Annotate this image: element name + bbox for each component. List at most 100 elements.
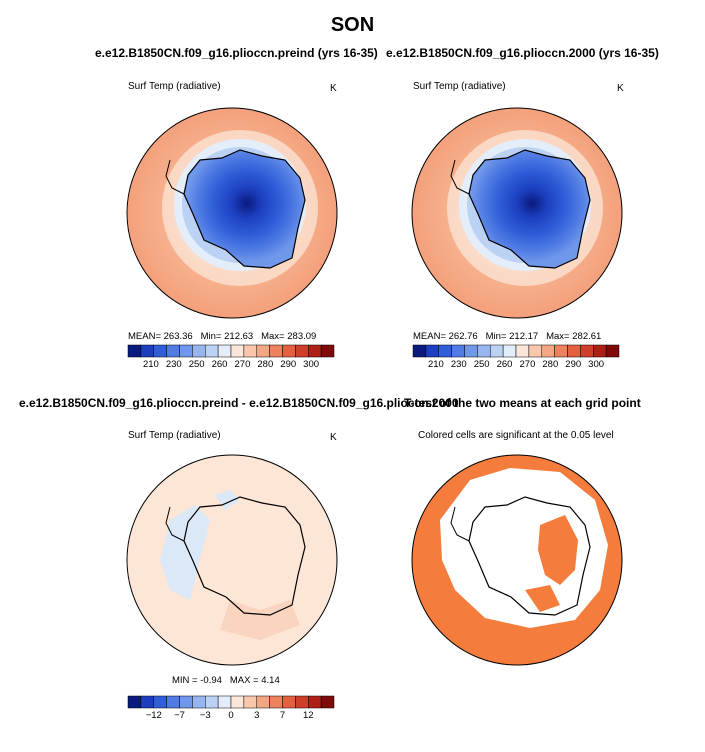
colorbar-tick-label: 280 [542,359,559,370]
max-label: MAX = [229,675,259,686]
colorbar-tick-label: −3 [199,710,211,721]
panel2-colorbar [412,344,620,358]
colorbar-tick-label: 260 [496,359,513,370]
colorbar-cell [256,344,270,358]
panel2-units: K [617,83,624,94]
min-value: -0.94 [200,675,222,686]
panel3-units: K [330,432,337,443]
mean-value: 262.76 [448,331,478,342]
panel2-map-border [411,107,623,319]
colorbar-cell [580,344,594,358]
colorbar-cell [502,344,517,358]
colorbar-tick-label: 280 [257,359,274,370]
colorbar-cell [243,344,257,358]
colorbar-cell [451,344,465,358]
min-label: Min= [485,331,507,342]
max-value: 282.61 [572,331,602,342]
colorbar-tick-label: 290 [280,359,297,370]
colorbar-cell [230,695,245,709]
colorbar-tick-label: 3 [254,710,260,721]
colorbar-cell [140,695,154,709]
colorbar-cell [320,695,335,709]
colorbar-tick-label: 210 [142,359,159,370]
colorbar-cell [205,695,219,709]
colorbar-tick-label: 210 [427,359,444,370]
colorbar-cell [605,344,620,358]
colorbar-cell [217,695,232,709]
mean-label: MEAN= [413,331,446,342]
panel1-colorbar [127,344,335,358]
min-label: MIN = [172,675,198,686]
colorbar-cell [205,344,219,358]
colorbar-cell [490,344,504,358]
panel1-units: K [330,83,337,94]
min-value: 212.17 [509,331,539,342]
panel4-map [412,455,622,665]
colorbar-cell [127,695,142,709]
colorbar-tick-label: 12 [302,710,314,721]
colorbar-cell [567,344,581,358]
min-label: Min= [200,331,222,342]
colorbar-cell [477,344,491,358]
colorbar-cell [153,344,167,358]
colorbar-cell [140,344,154,358]
panel3-map-border [126,454,338,666]
colorbar-cell [438,344,452,358]
colorbar-cell [230,344,245,358]
colorbar-cell [192,344,206,358]
colorbar-tick-label: 7 [279,710,286,721]
colorbar-tick-label: 260 [211,359,228,370]
colorbar-tick-label: 270 [519,359,536,370]
colorbar-tick-label: 290 [565,359,582,370]
colorbar-cell [166,344,180,358]
colorbar-cell [515,344,530,358]
colorbar-cell [179,344,193,358]
colorbar-tick-label: 300 [588,359,605,370]
colorbar-cell [593,344,607,358]
panel1-map [127,108,337,318]
panel2-map [412,108,622,318]
colorbar-tick-label: 0 [228,710,234,721]
colorbar-cell [295,695,309,709]
max-label: Max= [261,331,285,342]
panel3-map [127,455,337,665]
colorbar-tick-label: 230 [450,359,467,370]
panel1-variable-label: Surf Temp (radiative) [128,81,221,92]
page-title: SON [330,14,375,36]
colorbar-cell [554,344,568,358]
panel1-map-border [126,107,338,319]
max-value: 283.09 [287,331,317,342]
panel3-variable-label: Surf Temp (radiative) [128,430,221,441]
colorbar-cell [127,344,142,358]
colorbar-cell [282,344,296,358]
colorbar-cell [217,344,232,358]
panel4-title: T-test of the two means at each grid poi… [404,396,641,410]
mean-label: MEAN= [128,331,161,342]
panel4-map-border [411,454,623,666]
colorbar-cell [269,344,283,358]
colorbar-cell [295,344,309,358]
panel3-colorbar [127,695,335,709]
panel3-stats: MIN = -0.94 MAX = 4.14 [172,675,280,686]
colorbar-cell [425,344,439,358]
panel2-stats: MEAN= 262.76 Min= 212.17 Max= 282.61 [413,331,601,342]
panel1-title: e.e12.B1850CN.f09_g16.plioccn.preind (yr… [95,46,378,60]
panel2-variable-label: Surf Temp (radiative) [413,81,506,92]
colorbar-tick-label: 230 [165,359,182,370]
mean-value: 263.36 [163,331,193,342]
colorbar-cell [528,344,542,358]
panel3-title: e.e12.B1850CN.f09_g16.plioccn.preind - e… [19,396,459,410]
colorbar-cell [269,695,283,709]
colorbar-cell [179,695,193,709]
colorbar-cell [256,695,270,709]
colorbar-cell [153,695,167,709]
colorbar-cell [166,695,180,709]
colorbar-cell [541,344,555,358]
max-value: 4.14 [261,675,280,686]
colorbar-cell [192,695,206,709]
colorbar-tick-label: 250 [188,359,205,370]
colorbar-tick-label: 250 [473,359,490,370]
min-value: 212.63 [224,331,254,342]
colorbar-cell [308,344,322,358]
